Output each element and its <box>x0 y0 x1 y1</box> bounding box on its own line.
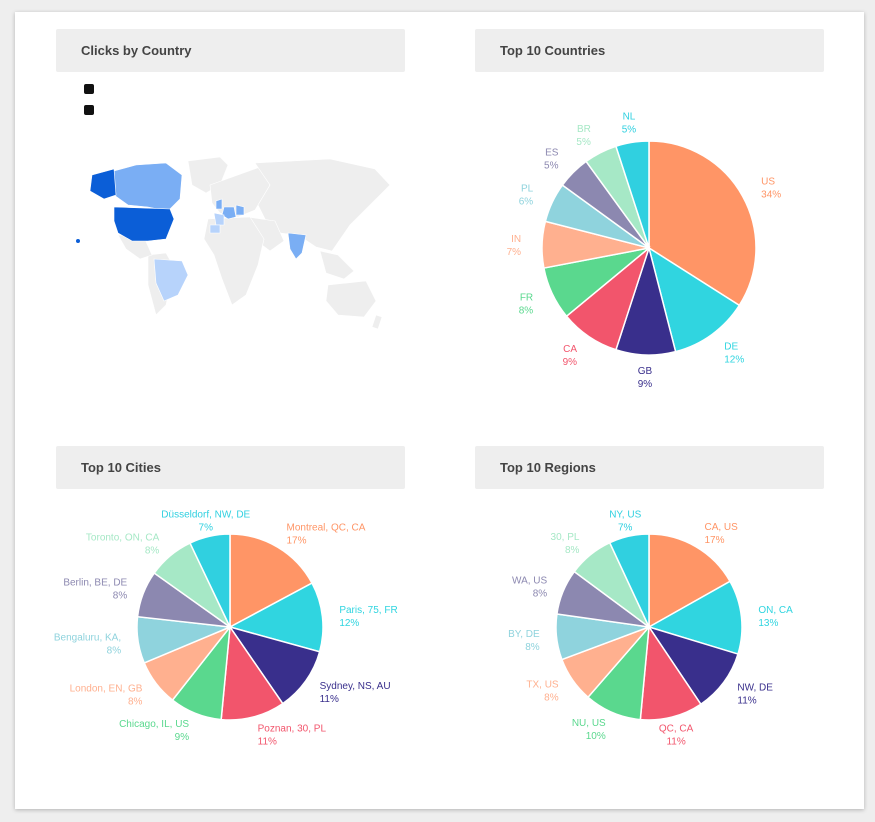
cities-slice[interactable] <box>220 624 284 721</box>
regions-category-label: WA, US <box>512 575 548 586</box>
world-map[interactable] <box>70 155 395 335</box>
cities-value-label: 8% <box>145 546 160 557</box>
cities-category-label: Berlin, BE, DE <box>63 578 127 589</box>
cities-category-label: Düsseldorf, NW, DE <box>161 510 250 521</box>
regions-value-label: 11% <box>666 737 685 748</box>
regions-panel-title: Top 10 Regions <box>475 446 824 489</box>
countries-value-label: 9% <box>563 357 578 368</box>
countries-category-label: ES <box>545 147 559 158</box>
regions-slice[interactable] <box>647 580 743 656</box>
map-legend-swatch-2[interactable] <box>84 105 94 115</box>
countries-value-label: 12% <box>724 355 744 366</box>
regions-value-label: 10% <box>586 731 606 742</box>
regions-category-label: QC, CA <box>659 724 694 735</box>
map-highlights <box>76 162 307 302</box>
cities-value-label: 7% <box>199 523 214 534</box>
regions-category-label: NW, DE <box>737 682 773 693</box>
countries-category-label: FR <box>520 292 533 303</box>
cities-slice[interactable] <box>228 625 321 705</box>
countries-category-label: BR <box>577 124 591 135</box>
cities-category-label: Montreal, QC, CA <box>287 523 366 534</box>
countries-panel-title: Top 10 Countries <box>475 29 824 72</box>
countries-category-label: US <box>761 176 775 187</box>
countries-category-label: DE <box>724 342 738 353</box>
regions-slice[interactable] <box>608 533 650 628</box>
countries-category-label: PL <box>521 184 534 195</box>
cities-panel-title: Top 10 Cities <box>56 446 405 489</box>
regions-category-label: NY, US <box>609 510 641 521</box>
countries-category-label: IN <box>511 234 521 245</box>
cities-value-label: 12% <box>339 618 359 629</box>
countries-value-label: 9% <box>638 379 653 390</box>
map-panel-title: Clicks by Country <box>56 29 405 72</box>
countries-value-label: 6% <box>519 197 534 208</box>
regions-value-label: 7% <box>618 523 633 534</box>
cities-value-label: 8% <box>113 591 128 602</box>
cities-slice[interactable] <box>227 582 324 653</box>
regions-value-label: 17% <box>704 535 724 546</box>
cities-slice[interactable] <box>189 533 231 628</box>
countries-category-label: NL <box>623 112 636 123</box>
map-legend-swatch-1[interactable] <box>84 84 94 94</box>
cities-value-label: 11% <box>258 736 277 747</box>
regions-pie-chart: CA, US 17% ON, CA 13% NW, DE 11% QC, CA 11% NU, … <box>508 510 793 748</box>
cities-category-label: Paris, 75, FR <box>339 605 397 616</box>
map-land <box>117 156 391 330</box>
cities-category-label: Chicago, IL, US <box>119 719 189 730</box>
cities-value-label: 8% <box>128 697 143 708</box>
cities-category-label: Sydney, NS, AU <box>320 681 391 692</box>
regions-category-label: TX, US <box>526 680 559 691</box>
regions-category-label: NU, US <box>572 718 606 729</box>
regions-slice[interactable] <box>648 533 732 629</box>
regions-value-label: 13% <box>758 618 778 629</box>
cities-slice[interactable] <box>229 533 313 629</box>
countries-value-label: 8% <box>519 305 534 316</box>
cities-category-label: Toronto, ON, CA <box>86 533 160 544</box>
cities-category-label: Poznan, 30, PL <box>258 723 327 734</box>
cities-value-label: 17% <box>287 536 307 547</box>
cities-category-label: Bengaluru, KA, <box>54 633 121 644</box>
countries-pie-chart: US 34% DE 12% GB 9% CA 9% FR 8% IN 7% PL 6% ES 5% BR 5% NL… <box>507 112 782 390</box>
regions-value-label: 11% <box>737 695 756 706</box>
countries-value-label: 34% <box>761 189 781 200</box>
countries-slice[interactable] <box>614 140 650 249</box>
countries-value-label: 5% <box>576 137 591 148</box>
cities-value-label: 8% <box>107 646 122 657</box>
regions-value-label: 8% <box>544 693 559 704</box>
countries-value-label: 5% <box>622 125 637 136</box>
countries-category-label: GB <box>638 366 653 377</box>
regions-category-label: CA, US <box>704 522 738 533</box>
regions-value-label: 8% <box>565 545 580 556</box>
regions-category-label: BY, DE <box>508 629 540 640</box>
countries-category-label: CA <box>563 344 577 355</box>
countries-slice[interactable] <box>647 246 741 353</box>
cities-pie-chart: Montreal, QC, CA 17% Paris, 75, FR 12% Sydne… <box>54 510 398 748</box>
regions-category-label: ON, CA <box>758 605 793 616</box>
regions-value-label: 8% <box>533 588 548 599</box>
regions-category-label: 30, PL <box>551 532 580 543</box>
cities-value-label: 11% <box>320 694 339 705</box>
countries-value-label: 5% <box>544 160 559 171</box>
cities-category-label: London, EN, GB <box>70 684 143 695</box>
cities-value-label: 9% <box>175 732 190 743</box>
regions-value-label: 8% <box>525 642 540 653</box>
countries-value-label: 7% <box>507 247 522 258</box>
